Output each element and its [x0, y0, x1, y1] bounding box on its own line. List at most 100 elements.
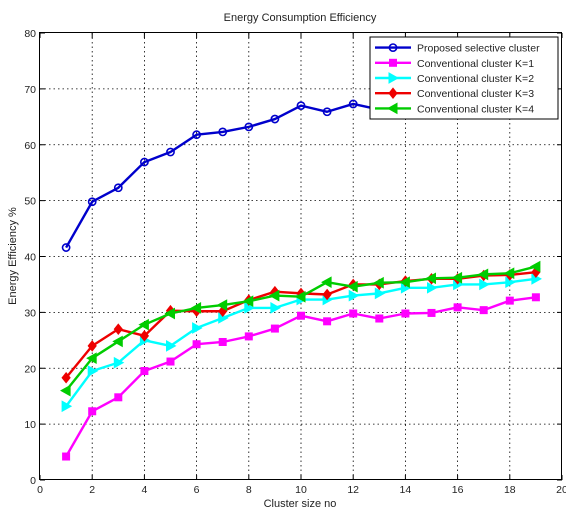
- data-point: [268, 289, 280, 302]
- data-point: [451, 271, 463, 284]
- data-point: [386, 102, 398, 115]
- x-tick-label: 4: [141, 484, 147, 496]
- y-tick-label: 60: [24, 140, 36, 152]
- data-point: [61, 243, 71, 252]
- data-point: [192, 340, 201, 349]
- data-point: [190, 302, 202, 314]
- x-axis-label: Cluster size no: [264, 498, 337, 510]
- data-point: [348, 99, 358, 109]
- x-tick-label: 6: [194, 484, 200, 496]
- y-tick-label: 20: [24, 363, 36, 375]
- data-point: [529, 260, 541, 273]
- data-point: [297, 311, 305, 320]
- data-point: [270, 302, 281, 314]
- x-tick-label: 20: [556, 484, 566, 496]
- series-1: [61, 96, 541, 252]
- series-5: [60, 260, 541, 397]
- series-layer: [60, 96, 542, 461]
- data-point: [87, 197, 97, 207]
- data-point: [61, 371, 71, 384]
- data-point: [166, 340, 177, 352]
- data-point: [242, 295, 254, 308]
- x-tick-label: 10: [295, 484, 307, 496]
- data-point: [113, 356, 125, 369]
- y-tick-label: 50: [24, 196, 36, 208]
- data-point: [139, 157, 149, 167]
- data-point: [294, 290, 306, 303]
- data-point: [192, 322, 203, 334]
- data-point: [166, 147, 175, 157]
- data-point: [323, 317, 332, 326]
- data-point: [113, 183, 123, 193]
- data-point: [164, 307, 175, 320]
- legend-label: Conventional cluster K=2: [417, 73, 534, 85]
- data-point: [61, 400, 73, 413]
- data-point: [113, 323, 123, 335]
- legend: Proposed selective cluster Conventional c…: [369, 36, 559, 120]
- data-point: [453, 303, 462, 312]
- data-point: [349, 309, 358, 318]
- y-tick-label: 10: [24, 419, 36, 431]
- y-tick-label: 0: [30, 475, 36, 487]
- data-point: [427, 281, 438, 294]
- data-point: [60, 384, 71, 397]
- data-point: [321, 276, 332, 289]
- data-point: [479, 306, 488, 315]
- data-point: [244, 122, 254, 132]
- data-point: [86, 352, 97, 365]
- x-tick-label: 14: [400, 484, 412, 496]
- data-point: [427, 308, 436, 317]
- data-point: [192, 130, 201, 140]
- y-axis-label: Energy Efficiency %: [7, 207, 19, 305]
- data-point: [166, 357, 175, 366]
- data-point: [114, 393, 123, 402]
- data-point: [270, 114, 280, 124]
- legend-label: Conventional cluster K=4: [417, 103, 534, 115]
- data-point: [218, 127, 228, 137]
- data-point: [87, 340, 97, 352]
- data-point: [140, 367, 149, 376]
- series-2: [62, 293, 540, 461]
- x-tick-label: 8: [246, 484, 252, 496]
- y-tick-label: 80: [24, 28, 36, 40]
- data-point: [270, 324, 279, 333]
- legend-label: Proposed selective cluster: [417, 43, 540, 55]
- x-tick-label: 18: [504, 484, 516, 496]
- data-point: [138, 318, 149, 331]
- data-point: [401, 309, 410, 318]
- data-point: [479, 278, 490, 291]
- data-point: [244, 332, 253, 341]
- x-tick-label: 16: [452, 484, 464, 496]
- data-point: [322, 107, 332, 117]
- x-tick-label: 2: [89, 484, 95, 496]
- data-point: [218, 337, 227, 346]
- data-point: [425, 272, 436, 285]
- data-point: [348, 289, 360, 302]
- data-point: [375, 314, 384, 323]
- data-point: [388, 87, 398, 100]
- x-tick-label: 0: [37, 484, 43, 496]
- data-point: [373, 276, 384, 289]
- data-point: [216, 299, 228, 311]
- x-tick-label: 12: [347, 484, 359, 496]
- data-point: [477, 268, 489, 281]
- data-point: [322, 288, 332, 301]
- axis-ticks: 0 2 4 6 8 10 12 14 16 18 20 0 10 20 30 40 50 60 70 80: [24, 28, 566, 496]
- data-point: [139, 330, 150, 342]
- data-point: [399, 276, 410, 289]
- chart-title: Energy Consumption Efficiency: [224, 12, 377, 24]
- data-point: [244, 302, 255, 314]
- legend-label: Conventional cluster K=3: [417, 88, 534, 100]
- data-point: [531, 293, 540, 302]
- y-tick-label: 70: [24, 84, 36, 96]
- data-point: [296, 101, 306, 111]
- data-point: [389, 58, 397, 67]
- data-point: [505, 296, 514, 305]
- data-point: [347, 280, 358, 293]
- legend-label: Conventional cluster K=1: [417, 58, 534, 70]
- y-tick-label: 30: [24, 307, 36, 319]
- data-point: [62, 452, 71, 461]
- data-point: [87, 365, 99, 377]
- y-tick-label: 40: [24, 252, 36, 264]
